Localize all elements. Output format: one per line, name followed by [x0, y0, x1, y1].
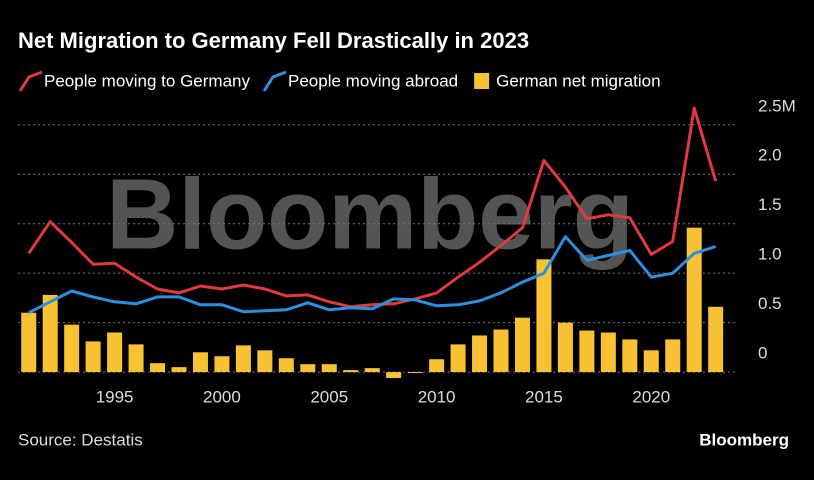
- bar: [493, 329, 509, 373]
- bar: [21, 312, 37, 373]
- y-tick-label: 2.5M: [758, 96, 796, 115]
- y-tick-label: 0: [758, 344, 767, 363]
- source: Source: Destatis: [18, 430, 143, 449]
- legend-label: People moving to Germany: [44, 71, 250, 90]
- bar: [64, 324, 80, 373]
- y-tick-label: 1.5: [758, 195, 782, 214]
- x-tick-label: 1995: [96, 387, 134, 406]
- logo: Bloomberg: [699, 430, 789, 449]
- bar: [278, 358, 294, 373]
- bar: [85, 341, 101, 373]
- bar: [665, 339, 681, 373]
- legend-label: People moving abroad: [288, 71, 458, 90]
- bar: [42, 294, 58, 373]
- bar: [536, 259, 552, 373]
- x-tick-label: 2010: [418, 387, 456, 406]
- bar: [450, 344, 466, 373]
- bar: [214, 356, 230, 373]
- bar: [579, 330, 595, 373]
- bar: [622, 339, 638, 373]
- watermark: Bloomberg: [106, 158, 634, 270]
- legend-icon: [474, 73, 490, 89]
- bar: [321, 364, 337, 373]
- bar: [257, 350, 273, 373]
- bar: [557, 322, 573, 373]
- bar: [364, 368, 380, 373]
- bar: [472, 335, 488, 373]
- bar: [429, 359, 445, 373]
- legend-icon: [262, 70, 287, 92]
- x-tick-label: 2005: [310, 387, 348, 406]
- line: [27, 106, 718, 309]
- chart-title: Net Migration to Germany Fell Drasticall…: [18, 28, 529, 53]
- bar: [300, 364, 316, 373]
- bar: [235, 345, 251, 373]
- bar: [514, 317, 530, 373]
- bar: [171, 367, 187, 373]
- bar: [686, 227, 702, 373]
- y-tick-label: 2.0: [758, 146, 782, 165]
- bar: [600, 332, 616, 373]
- bar: [708, 306, 724, 373]
- bar: [386, 372, 402, 379]
- x-tick-label: 2015: [525, 387, 563, 406]
- legend-label: German net migration: [496, 71, 660, 90]
- bar: [343, 370, 359, 373]
- bar: [150, 363, 166, 373]
- bar: [128, 344, 144, 373]
- line: [28, 235, 717, 315]
- x-tick-label: 2000: [203, 387, 241, 406]
- y-tick-label: 1.0: [758, 245, 782, 264]
- x-tick-label: 2020: [632, 387, 670, 406]
- bar: [192, 352, 208, 373]
- y-tick-label: 0.5: [758, 294, 782, 313]
- bar: [643, 350, 659, 373]
- bar: [107, 332, 123, 373]
- bar: [407, 372, 423, 374]
- legend-icon: [18, 70, 43, 92]
